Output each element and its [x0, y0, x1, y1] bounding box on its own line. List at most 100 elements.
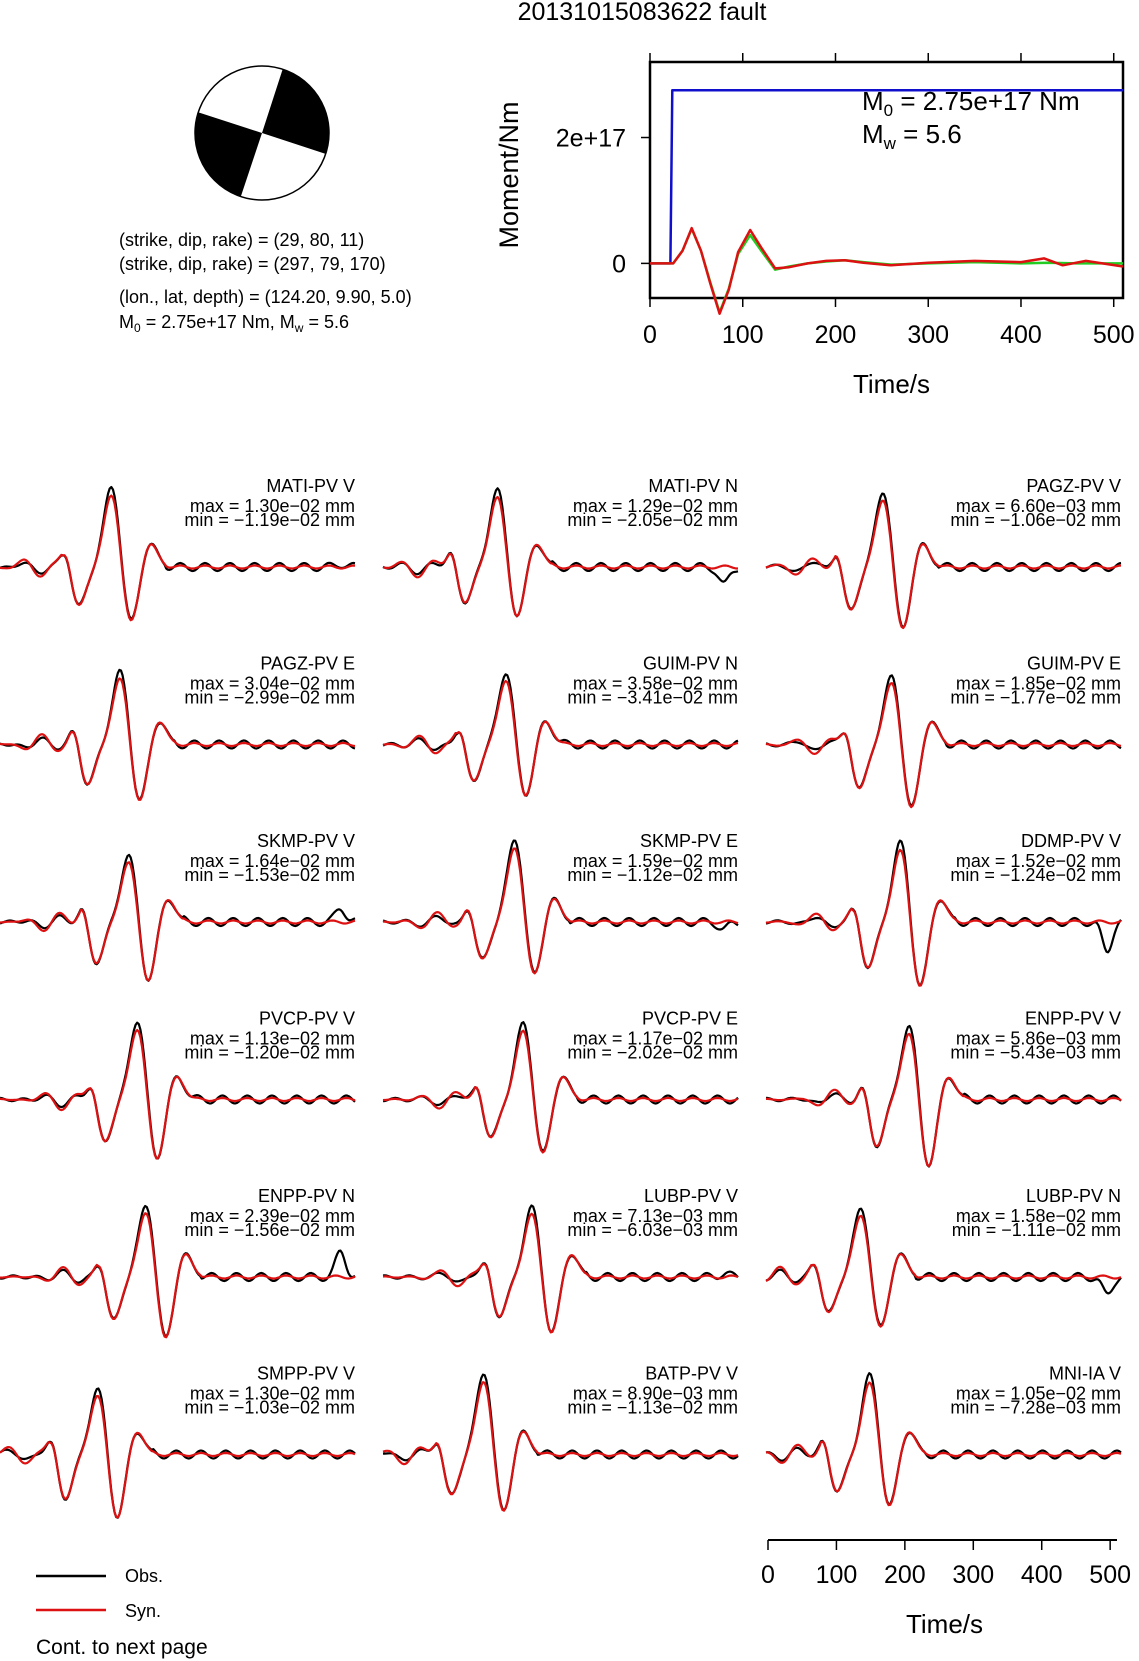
legend-observed-label: Obs.: [125, 1566, 163, 1586]
time-axis-tick-label: 100: [816, 1561, 858, 1589]
trace-synthetic: [382, 847, 739, 975]
station-label: SKMP-PV V: [257, 831, 355, 851]
station-max: max = 1.05e−02 mm: [956, 1384, 1121, 1404]
station-min: min = −1.24e−02 mm: [950, 865, 1121, 885]
trace-observed: [382, 487, 739, 618]
nodal-plane-2: (strike, dip, rake) = (297, 79, 170): [119, 254, 386, 274]
station-max: max = 3.58e−02 mm: [573, 674, 738, 694]
moment-plot-frame: [648, 60, 1125, 300]
station-label: MATI-PV V: [266, 476, 355, 496]
station-min: min = −1.53e−02 mm: [184, 865, 355, 885]
station-max: max = 1.59e−02 mm: [573, 851, 738, 871]
moment-series-synthetic: [650, 226, 1124, 315]
moment-y-tick-label: 2e+17: [556, 125, 626, 153]
station-label: MNI-IA V: [1049, 1364, 1121, 1384]
station-max: max = 8.90e−03 mm: [573, 1384, 738, 1404]
moment-y-label: Moment/Nm: [494, 101, 524, 248]
station-label: ENPP-PV N: [258, 1186, 355, 1206]
station-min: min = −1.12e−02 mm: [567, 865, 738, 885]
station-label: ENPP-PV V: [1025, 1009, 1121, 1029]
trace-synthetic: [0, 494, 356, 622]
station-min: min = −1.06e−02 mm: [950, 510, 1121, 530]
station-min: min = −3.41e−02 mm: [567, 688, 738, 708]
station-min: min = −1.20e−02 mm: [184, 1043, 355, 1063]
station-min: min = −1.77e−02 mm: [950, 688, 1121, 708]
trace-synthetic: [766, 1032, 1122, 1168]
station-label: SMPP-PV V: [257, 1364, 355, 1384]
time-axis-tick-label: 500: [1089, 1561, 1131, 1589]
figure-title: 20131015083622 fault: [518, 0, 767, 26]
station-min: min = −1.11e−02 mm: [952, 1220, 1121, 1240]
trace-synthetic: [765, 1214, 1122, 1328]
station-max: max = 3.04e−02 mm: [190, 674, 355, 694]
station-min: min = −2.99e−02 mm: [184, 688, 355, 708]
station-label: GUIM-PV E: [1027, 654, 1121, 674]
station-label: PAGZ-PV E: [260, 654, 355, 674]
station-max: max = 1.29e−02 mm: [573, 496, 738, 516]
station-max: max = 1.13e−02 mm: [190, 1029, 355, 1049]
station-min: min = −5.43e−03 mm: [950, 1043, 1121, 1063]
station-min: min = −6.03e−03 mm: [567, 1220, 738, 1240]
trace-synthetic: [765, 682, 1122, 809]
moment-x-tick-label: 400: [1000, 321, 1042, 349]
moment-series-source_time_function: [650, 227, 1123, 314]
trace-synthetic: [765, 499, 1122, 630]
time-axis-tick-label: 0: [761, 1561, 775, 1589]
time-axis-tick-label: 400: [1021, 1561, 1063, 1589]
continuation-note: Cont. to next page: [36, 1636, 208, 1659]
waveform-time-axis: 0 100 200 300 400 500 Time/s: [761, 1539, 1131, 1639]
trace-synthetic: [0, 1395, 356, 1519]
trace-synthetic: [382, 495, 738, 618]
beachball-icon: [194, 65, 330, 201]
trace-synthetic: [382, 1381, 739, 1512]
station-max: max = 1.85e−02 mm: [956, 674, 1121, 694]
trace-synthetic: [382, 1029, 739, 1154]
trace-synthetic: [0, 1212, 356, 1339]
station-min: min = −2.05e−02 mm: [567, 510, 738, 530]
station-label: MATI-PV N: [648, 476, 738, 496]
station-max: max = 2.39e−02 mm: [190, 1206, 355, 1226]
station-max: max = 6.60e−03 mm: [956, 496, 1121, 516]
trace-synthetic: [382, 1212, 739, 1334]
station-min: min = −1.03e−02 mm: [184, 1398, 355, 1418]
trace-observed: [765, 492, 1122, 629]
station-label: LUBP-PV N: [1026, 1186, 1121, 1206]
time-axis-tick-label: 300: [952, 1561, 994, 1589]
station-max: max = 1.30e−02 mm: [190, 1384, 355, 1404]
station-min: min = −1.13e−02 mm: [567, 1398, 738, 1418]
station-max: max = 1.17e−02 mm: [573, 1029, 738, 1049]
moment-x-tick-label: 500: [1093, 321, 1135, 349]
station-label: BATP-PV V: [645, 1364, 738, 1384]
station-min: min = −2.02e−02 mm: [567, 1043, 738, 1063]
station-label: SKMP-PV E: [640, 831, 738, 851]
station-min: min = −1.56e−02 mm: [184, 1220, 355, 1240]
moment-rate-plot: 0 100 200 300 400 500 0 2e+17 Time/s Moment/Nm M0 …: [494, 53, 1135, 399]
station-min: min = −1.19e−02 mm: [184, 510, 355, 530]
trace-synthetic: [382, 679, 739, 797]
legend: Obs. Syn.: [36, 1566, 163, 1621]
trace-synthetic: [0, 861, 356, 982]
station-max: max = 7.13e−03 mm: [573, 1206, 738, 1226]
moment-annotation-mw: Mw = 5.6: [862, 119, 962, 153]
station-label: LUBP-PV V: [644, 1186, 738, 1206]
trace-synthetic: [0, 677, 356, 801]
station-max: max = 1.64e−02 mm: [190, 851, 355, 871]
station-max: max = 5.86e−03 mm: [956, 1029, 1121, 1049]
moment-x-label: Time/s: [853, 369, 930, 399]
station-max: max = 1.30e−02 mm: [190, 496, 355, 516]
